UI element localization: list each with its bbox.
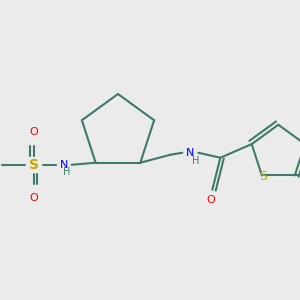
- Text: O: O: [29, 127, 38, 137]
- Text: S: S: [259, 170, 267, 183]
- Text: S: S: [29, 158, 39, 172]
- Text: O: O: [29, 193, 38, 203]
- Text: N: N: [186, 148, 194, 158]
- Text: O: O: [206, 195, 215, 205]
- Text: H: H: [192, 156, 199, 166]
- Text: H: H: [63, 167, 70, 177]
- Text: N: N: [59, 160, 68, 170]
